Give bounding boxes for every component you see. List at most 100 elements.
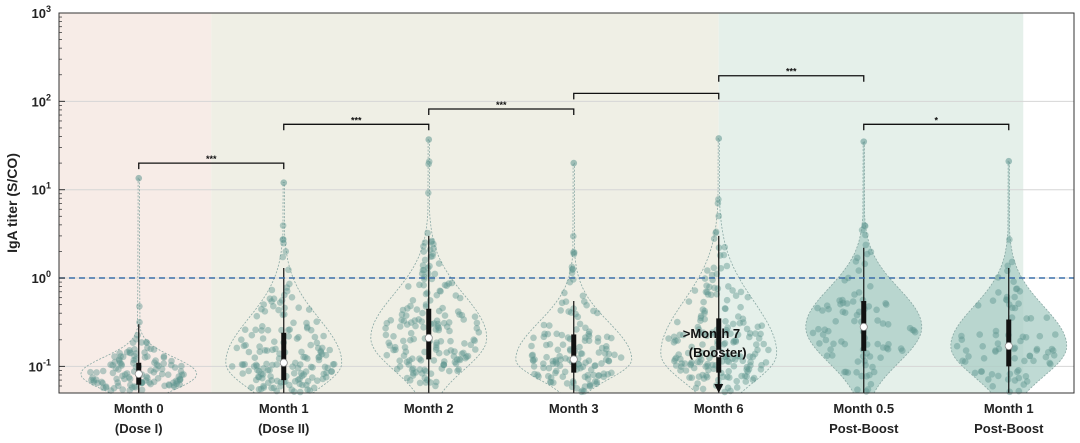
violin-point [121,375,128,383]
violin-point [992,347,999,354]
violin-point [686,374,693,381]
violin-point [435,324,443,332]
violin-point [743,363,751,371]
violin-point [447,337,454,345]
y-axis-label: IgA titer (S/CO) [4,153,20,253]
violin-point [416,366,424,373]
violin-point [432,382,439,390]
violin-point [432,326,440,333]
violin-point [558,331,566,339]
violin-point [276,299,284,306]
violin-point [392,346,399,354]
violin-point [253,362,261,370]
violin-point [255,367,263,375]
violin-point [160,354,168,361]
violin-point [989,297,997,305]
plot-frame [58,12,1075,394]
violin-point [90,377,97,384]
violin-point [721,353,729,361]
violin-point [985,376,992,383]
significance-label-0: *** [206,154,217,164]
violin-point [605,350,613,358]
bracket-line [138,162,285,170]
violin-point [454,367,461,375]
violin-point [722,329,730,336]
violin-point [543,353,550,361]
violin-point [409,372,417,379]
violin-point [321,363,329,371]
violin-point [93,369,100,376]
violin-point [119,372,126,380]
violin-point [136,318,143,326]
violin-point [578,350,586,358]
violin-point [291,378,299,385]
violin-point [471,337,479,345]
violin-point [579,292,587,300]
violin-max-point [860,138,868,145]
violin-point [703,332,710,340]
violin-point [841,340,849,348]
violin-point [171,364,179,371]
violin-point [733,377,740,385]
violin-point [1042,353,1050,361]
violin-point [688,343,695,351]
violin-max-point [715,135,723,142]
violin-point [282,248,290,255]
violin-point [698,356,705,363]
violin-point [839,308,847,316]
violin-point [433,317,441,325]
violin-point [116,356,123,363]
violin-point [552,358,560,365]
violin-point [863,373,870,380]
violin-point [883,301,890,308]
violin-point [299,381,306,389]
violin-point [1002,296,1010,303]
x-tick-sublabel-0: (Dose I) [115,421,163,436]
violin-point [328,368,335,376]
violin-point [687,361,694,369]
violin-point [396,323,404,330]
violin-point [178,371,186,379]
violin-point [424,289,431,297]
violin-point [1033,345,1041,353]
violin-point [757,366,765,373]
violin-point [883,344,891,352]
violin-point [252,376,260,384]
violin-point [815,325,822,333]
violin-point [725,368,732,375]
violin-point [962,347,970,354]
violin-point [855,289,863,296]
violin-point [569,378,577,385]
violin-point [324,364,332,372]
violin-point [535,373,542,380]
violin-point [296,388,304,396]
violin-point [1008,314,1016,321]
violin-point [473,319,481,327]
significance-bracket-3 [573,92,720,100]
violin-point [294,376,302,384]
violin-point [827,346,834,353]
violin-point [270,384,278,392]
violin-point [307,326,315,334]
violin-point [250,363,258,370]
violin-point [302,368,310,375]
violin-max-point [425,136,433,143]
violin-point [678,363,685,371]
violin-point [386,342,394,349]
violin-point [143,339,151,347]
violin-point [144,353,151,360]
violin-point [870,368,878,376]
x-tick-label-2: Month 2 [404,401,454,416]
bracket-line [718,75,865,82]
violin-point [383,351,391,359]
violin-point [729,355,736,363]
x-tick-label-1: Month 1 [259,401,309,416]
violin-point [158,365,166,373]
violin-point [426,297,434,304]
violin-point [438,365,446,372]
violin-point [259,323,266,330]
violin-point [672,362,680,369]
violin-point [979,343,986,350]
violin-point [303,323,311,331]
violin-point [712,229,719,237]
